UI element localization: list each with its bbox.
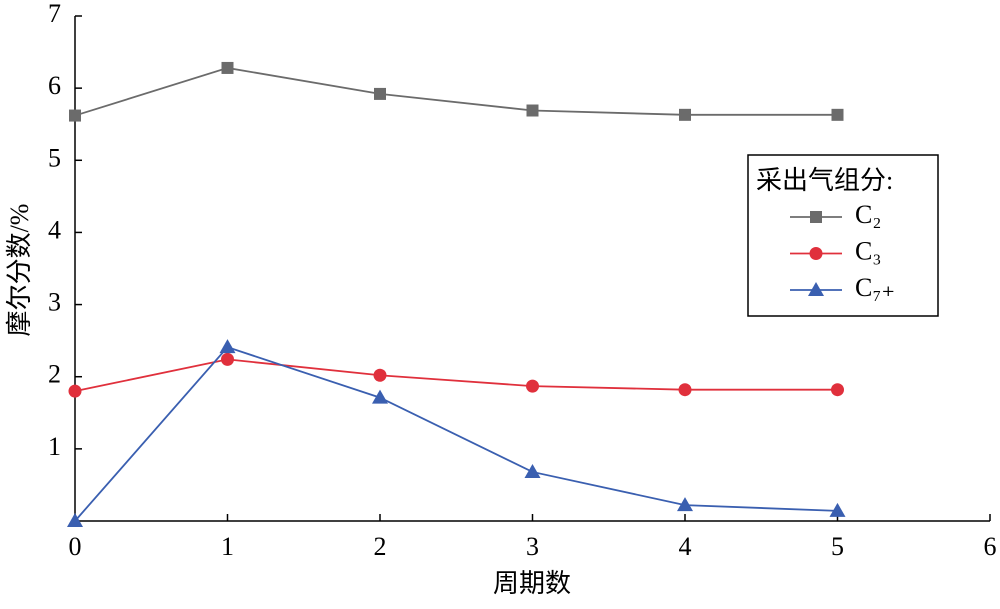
- legend-title: 采出气组分:: [756, 166, 893, 195]
- marker: [831, 108, 844, 121]
- y-tick-label: 5: [48, 143, 61, 172]
- x-tick-label: 3: [526, 532, 539, 561]
- x-tick-label: 2: [374, 532, 387, 561]
- series-line: [74, 358, 838, 393]
- legend-label: C₇₊: [855, 273, 895, 302]
- marker: [678, 383, 692, 397]
- x-tick-label: 4: [679, 532, 692, 561]
- marker: [374, 87, 386, 100]
- x-tick-label: 1: [221, 532, 234, 561]
- marker: [372, 389, 388, 404]
- marker: [677, 497, 693, 512]
- legend-marker: [810, 211, 822, 223]
- marker: [526, 104, 539, 117]
- x-tick-label: 6: [984, 532, 997, 561]
- x-axis-label: 周期数: [493, 569, 571, 598]
- x-tick-label: 5: [831, 532, 844, 561]
- marker: [373, 368, 387, 382]
- marker: [68, 384, 82, 398]
- x-tick-label: 0: [69, 532, 82, 561]
- legend-label: C₃: [855, 236, 881, 265]
- marker: [679, 108, 691, 121]
- legend-box: [747, 154, 939, 317]
- y-tick-label: 1: [48, 432, 61, 461]
- marker: [831, 383, 844, 397]
- series-line: [74, 346, 838, 522]
- legend-label: C₂: [855, 200, 881, 229]
- legend-marker: [808, 282, 824, 296]
- marker: [829, 502, 846, 517]
- marker: [219, 339, 236, 354]
- y-tick-label: 2: [48, 360, 61, 389]
- legend-marker: [809, 247, 823, 260]
- y-tick-label: 4: [48, 215, 61, 244]
- marker: [67, 513, 83, 527]
- y-tick-label: 7: [48, 0, 61, 28]
- y-tick-label: 6: [48, 71, 61, 100]
- marker: [69, 109, 81, 122]
- marker: [221, 61, 234, 74]
- marker: [524, 463, 541, 478]
- marker: [526, 379, 539, 393]
- y-tick-label: 3: [48, 288, 61, 317]
- marker: [221, 352, 234, 366]
- series-line: [74, 67, 838, 117]
- y-axis-label: 摩尔分数/%: [5, 204, 34, 337]
